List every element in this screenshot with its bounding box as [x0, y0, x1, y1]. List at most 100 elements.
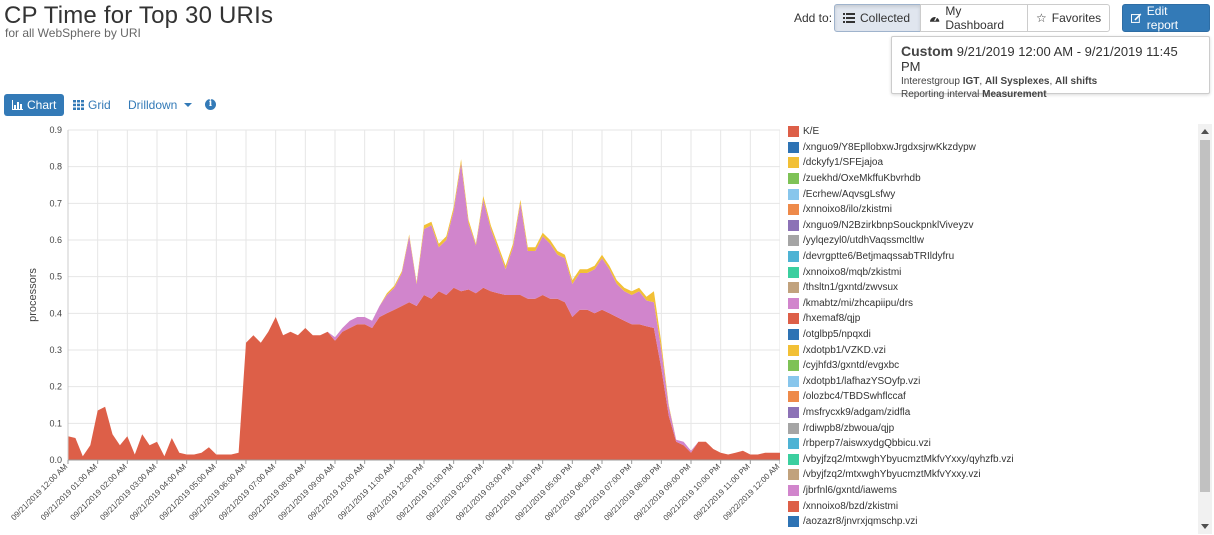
legend-label: /yylqezyl0/utdhVaqssmcltlw — [803, 235, 924, 247]
legend-item[interactable]: /xnguo9/Y8EpllobxwJrgdxsjrwKkzdypw — [788, 140, 1196, 156]
edit-report-button[interactable]: Edit report — [1122, 4, 1210, 32]
legend-swatch — [788, 406, 799, 418]
edit-report-label: Edit report — [1146, 4, 1179, 32]
x-tick-label: 09/21/2019 05:00 AM — [158, 462, 218, 522]
x-tick-label: 09/21/2019 06:00 PM — [543, 462, 604, 523]
x-tick-label: 09/21/2019 02:00 PM — [424, 462, 485, 523]
x-tick-label: 09/21/2019 12:00 PM — [365, 462, 426, 523]
x-tick-label: 09/21/2019 04:00 AM — [128, 462, 188, 522]
edit-icon — [1131, 13, 1142, 23]
y-tick-label: 0.5 — [49, 272, 62, 282]
legend-item[interactable]: /devrgptte6/BetjmaqssabTRIldyfru — [788, 249, 1196, 265]
scroll-down-icon[interactable] — [1201, 524, 1209, 529]
legend-item[interactable]: /yylqezyl0/utdhVaqssmcltlw — [788, 233, 1196, 249]
legend-item[interactable]: /Ecrhew/AqvsgLsfwy — [788, 186, 1196, 202]
collected-button[interactable]: Collected — [834, 4, 921, 32]
legend-item[interactable]: /thsltn1/gxntd/zwvsux — [788, 280, 1196, 296]
legend-swatch — [788, 126, 799, 138]
scroll-up-icon[interactable] — [1201, 129, 1209, 134]
legend-label: /xdotpb1/VZKD.vzi — [803, 344, 886, 356]
y-tick-label: 0.9 — [49, 125, 62, 135]
legend-item[interactable]: /xdotpb1/lafhazYSOyfp.vzi — [788, 374, 1196, 390]
legend-label: /zuekhd/OxeMkffuKbvrhdb — [803, 173, 921, 185]
legend-item[interactable]: /vbyjfzq2/mtxwghYbyucmztMkfvYxxy/qyhzfb.… — [788, 451, 1196, 467]
x-tick-label: 09/21/2019 05:00 PM — [513, 462, 574, 523]
legend-item[interactable]: /aozazr8/jnvrxjqmschp.vzi — [788, 514, 1196, 530]
list-icon — [843, 13, 855, 23]
legend-item[interactable]: K/E — [788, 124, 1196, 140]
series-area — [68, 287, 780, 460]
x-tick-label: 09/21/2019 09:00 AM — [276, 462, 336, 522]
x-tick-label: 09/21/2019 11:00 PM — [692, 462, 752, 522]
page-title: CP Time for Top 30 URIs — [4, 2, 274, 29]
legend-item[interactable]: /hxemaf8/qjp — [788, 311, 1196, 327]
legend-item[interactable]: /kmabtz/mi/zhcapiipu/drs — [788, 296, 1196, 312]
legend-label: /xnnoixo8/bzd/zkistmi — [803, 500, 899, 512]
star-icon: ☆ — [1036, 11, 1047, 25]
y-tick-label: 0.0 — [49, 455, 62, 465]
legend-swatch — [788, 204, 799, 216]
legend-label: /devrgptte6/BetjmaqssabTRIldyfru — [803, 251, 955, 263]
legend-swatch — [788, 500, 799, 512]
grid-icon — [73, 100, 84, 110]
legend-item[interactable]: /xnnoixo8/bzd/zkistmi — [788, 498, 1196, 514]
legend-item[interactable]: /cyjhfd3/gxntd/evgxbc — [788, 358, 1196, 374]
y-axis-label: processors — [27, 268, 39, 322]
legend-label: /kmabtz/mi/zhcapiipu/drs — [803, 297, 914, 309]
my-dashboard-label: My Dashboard — [945, 4, 1005, 32]
interval-value: Measurement — [982, 89, 1047, 100]
chevron-down-icon — [184, 103, 193, 107]
legend-item[interactable]: /otglbp5/npqxdi — [788, 327, 1196, 343]
legend-item[interactable]: /xnguo9/N2BzirkbnpSouckpnklViveyzv — [788, 218, 1196, 234]
interval-prefix: Reporting interval — [901, 89, 980, 100]
legend-scrollbar[interactable] — [1198, 124, 1212, 534]
legend-swatch — [788, 188, 799, 200]
legend-item[interactable]: /rdiwpb8/zbwoua/qjp — [788, 420, 1196, 436]
y-tick-label: 0.6 — [49, 235, 62, 245]
legend-swatch — [788, 469, 799, 481]
collected-label: Collected — [860, 11, 911, 25]
legend-item[interactable]: /xnnoixo8/mqb/zkistmi — [788, 264, 1196, 280]
y-tick-label: 0.7 — [49, 198, 62, 208]
legend-label: /xnguo9/Y8EpllobxwJrgdxsjrwKkzdypw — [803, 141, 976, 153]
legend-label: K/E — [803, 126, 820, 138]
x-tick-label: 09/21/2019 01:00 AM — [39, 462, 99, 522]
favorites-button[interactable]: ☆ Favorites — [1027, 4, 1110, 32]
legend-swatch — [788, 282, 799, 294]
legend-label: /otglbp5/npqxdi — [803, 329, 871, 341]
my-dashboard-button[interactable]: My Dashboard — [920, 4, 1028, 32]
info-icon[interactable]: i — [205, 99, 216, 110]
legend-label: /dckyfy1/SFEjajoa — [803, 157, 884, 169]
legend-item[interactable]: /xdotpb1/VZKD.vzi — [788, 342, 1196, 358]
legend-item[interactable]: /vbyjfzq2/mtxwghYbyucmztMkfvYxxy.vzi — [788, 467, 1196, 483]
shifts-value: All shifts — [1055, 76, 1098, 87]
legend-item[interactable]: /xnnoixo8/ilo/zkistmi — [788, 202, 1196, 218]
legend-label: /rdiwpb8/zbwoua/qjp — [803, 422, 895, 434]
y-tick-label: 0.1 — [49, 418, 62, 428]
favorites-label: Favorites — [1051, 11, 1102, 25]
legend-item[interactable]: /jbrfnl6/gxntd/iawems — [788, 483, 1196, 499]
drilldown-label: Drilldown — [128, 98, 178, 112]
x-tick-label: 09/21/2019 12:00 AM — [9, 462, 69, 522]
x-tick-label: 09/21/2019 04:00 PM — [484, 462, 545, 523]
interestgroup-line: Interestgroup IGT, All Sysplexes, All sh… — [901, 76, 1098, 87]
x-tick-label: 09/21/2019 01:00 PM — [395, 462, 456, 523]
scroll-thumb[interactable] — [1200, 140, 1210, 492]
x-tick-label: 09/21/2019 07:00 PM — [573, 462, 634, 523]
legend-item[interactable]: /rbperp7/aiswxydgQbbicu.vzi — [788, 436, 1196, 452]
legend-item[interactable]: /zuekhd/OxeMkffuKbvrhdb — [788, 171, 1196, 187]
y-tick-label: 0.8 — [49, 162, 62, 172]
area-chart: 0.0 0.1 0.2 0.3 0.4 0.5 0.6 0.7 0.8 0.9 09/21/2019… — [9, 125, 780, 523]
legend-label: /jbrfnl6/gxntd/iawems — [803, 484, 897, 496]
legend-item[interactable]: /dckyfy1/SFEjajoa — [788, 155, 1196, 171]
tab-grid[interactable]: Grid — [73, 98, 111, 112]
tab-chart[interactable]: Chart — [4, 94, 65, 116]
legend-label: /msfrycxk9/adgam/zidfla — [803, 406, 911, 418]
chart-legend: K/E/xnguo9/Y8EpllobxwJrgdxsjrwKkzdypw/dc… — [788, 124, 1196, 534]
legend-label: /xnguo9/N2BzirkbnpSouckpnklViveyzv — [803, 219, 974, 231]
legend-swatch — [788, 173, 799, 185]
legend-item[interactable]: /msfrycxk9/adgam/zidfla — [788, 405, 1196, 421]
legend-item[interactable]: /olozbc4/TBDSwhflccaf — [788, 389, 1196, 405]
drilldown-dropdown[interactable]: Drilldown — [128, 98, 193, 112]
legend-swatch — [788, 344, 799, 356]
